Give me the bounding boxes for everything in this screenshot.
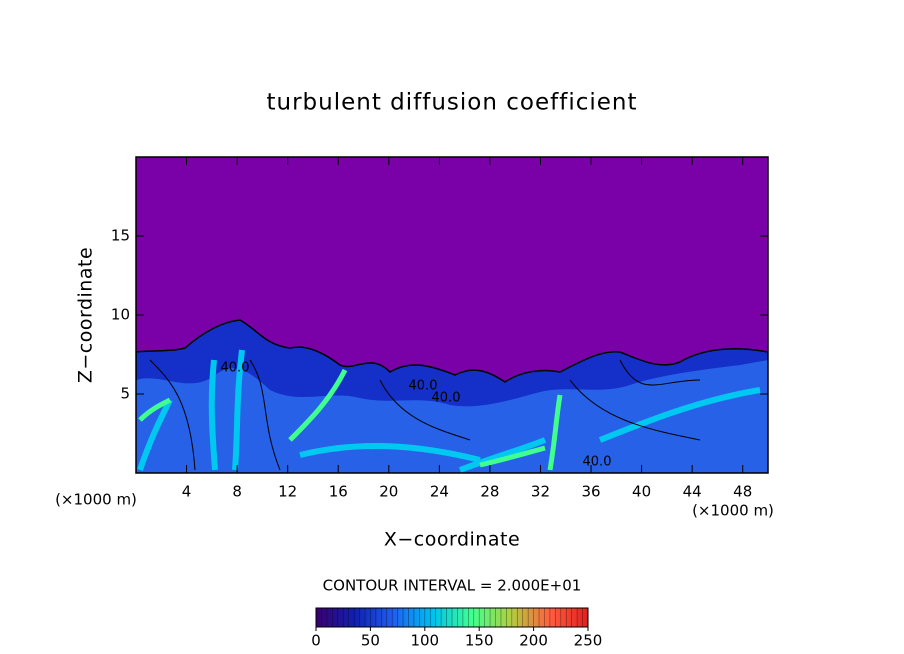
- x-tick-label: 8: [232, 483, 242, 501]
- x-tick-label: 32: [531, 483, 550, 501]
- x-tick-label: 36: [581, 483, 600, 501]
- x-tick-label: 44: [683, 483, 702, 501]
- contour-label: 40.0: [409, 379, 438, 394]
- colorbar-tick-label: 0: [311, 632, 321, 650]
- x-tick-label: 20: [379, 483, 398, 501]
- y-tick-label: 15: [111, 227, 130, 245]
- x-unit-label: (×1000 m): [692, 502, 774, 520]
- x-tick-label: 28: [480, 483, 499, 501]
- x-tick-label: 12: [278, 483, 297, 501]
- contour-field: [136, 157, 768, 473]
- contour-label: 40.0: [583, 455, 612, 470]
- contour-label: 40.0: [432, 391, 461, 406]
- x-tick-label: 40: [632, 483, 651, 501]
- x-axis-label: X−coordinate: [384, 529, 520, 551]
- colorbar-tick-label: 50: [361, 632, 380, 650]
- x-tick-label: 48: [733, 483, 752, 501]
- y-tick-label: 10: [111, 306, 130, 324]
- x-tick-label: 16: [329, 483, 348, 501]
- colorbar-tick-label: 150: [465, 632, 494, 650]
- y-axis-label: Z−coordinate: [75, 247, 97, 383]
- x-unit-label: (×1000 m): [55, 491, 137, 509]
- colorbar-tick-label: 250: [574, 632, 603, 650]
- chart-title: turbulent diffusion coefficient: [266, 90, 637, 116]
- x-tick-label: 24: [430, 483, 449, 501]
- colorbar-tick-label: 100: [410, 632, 439, 650]
- contour-interval: CONTOUR INTERVAL = 2.000E+01: [323, 577, 582, 595]
- x-tick-label: 4: [182, 483, 192, 501]
- y-tick-label: 5: [120, 385, 130, 403]
- contour-label: 40.0: [221, 361, 250, 376]
- colorbar-tick-label: 200: [519, 632, 548, 650]
